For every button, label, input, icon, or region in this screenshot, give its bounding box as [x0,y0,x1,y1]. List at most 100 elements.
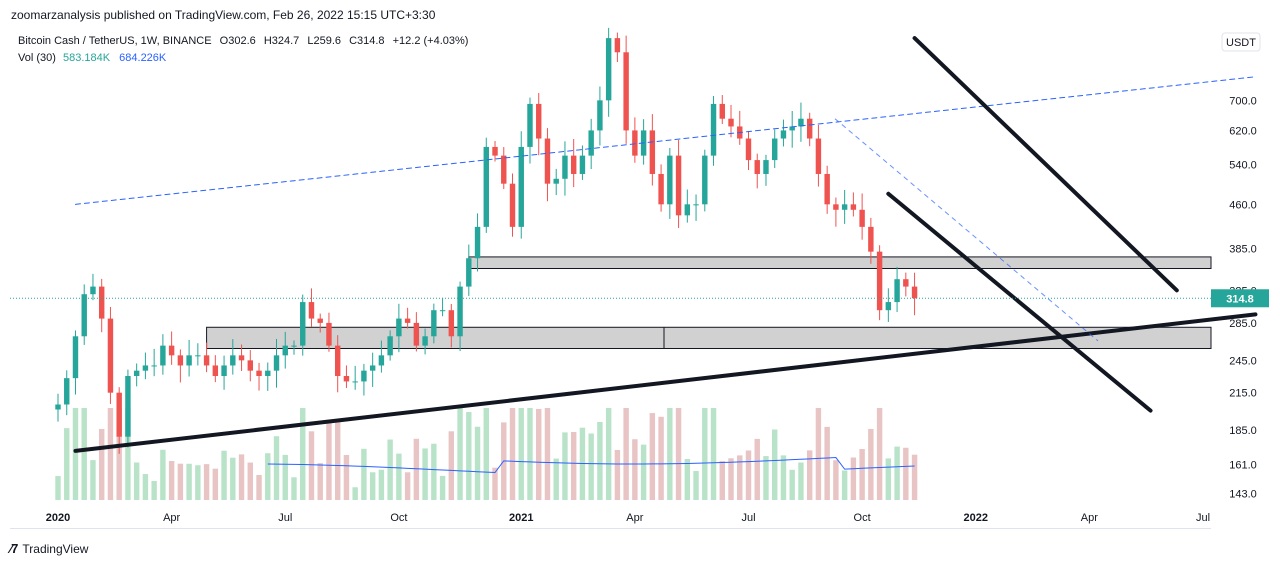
candle-body[interactable] [492,146,498,156]
candle-body[interactable] [107,318,114,393]
candle-body[interactable] [361,370,367,382]
symbol-title[interactable]: Bitcoin Cash / TetherUS, 1W, BINANCE [18,35,212,47]
candle-body[interactable] [763,160,769,174]
candle-body[interactable] [413,322,420,346]
candle-body[interactable] [553,178,559,184]
trendline[interactable] [886,191,1153,413]
candle-body[interactable] [238,355,245,361]
candle-body[interactable] [570,155,577,174]
projection-line[interactable] [834,118,1099,342]
candle-body[interactable] [693,204,699,206]
candle-body[interactable] [326,322,332,346]
candle-body[interactable] [702,155,708,205]
volume-label[interactable]: Vol (30) [18,52,56,64]
candle-body[interactable] [544,138,551,184]
support-resistance-zone[interactable] [468,256,1212,270]
candle-body[interactable] [588,130,594,156]
candle-body[interactable] [396,318,402,337]
candle-body[interactable] [597,100,603,131]
trendline[interactable] [912,36,1179,293]
candle-body[interactable] [501,155,507,184]
candle-body[interactable] [815,138,822,174]
candle-body[interactable] [230,355,236,366]
candle-body[interactable] [256,370,262,376]
candle-body[interactable] [684,204,691,216]
candle-body[interactable] [291,345,297,347]
candle-body[interactable] [125,375,131,437]
candle-body[interactable] [806,118,813,139]
candle-body[interactable] [780,130,787,139]
candle-body[interactable] [536,103,542,139]
dashed-trendline[interactable] [74,76,1256,205]
tradingview-footer[interactable]: ⁄7 TradingView [10,541,88,556]
candle-body[interactable] [273,355,280,371]
candle-body[interactable] [457,286,463,337]
candle-body[interactable] [833,204,839,210]
candle-body[interactable] [378,355,385,366]
candle-body[interactable] [282,345,288,356]
candle-body[interactable] [745,138,752,161]
candle-body[interactable] [850,204,857,210]
candle-body[interactable] [675,155,682,216]
candle-body[interactable] [466,258,472,287]
candle-body[interactable] [308,302,315,319]
candle-body[interactable] [300,302,306,346]
candle-body[interactable] [317,318,323,323]
candle-body[interactable] [160,345,166,366]
candle-body[interactable] [483,146,489,227]
candle-body[interactable] [868,226,874,252]
candle-body[interactable] [667,155,673,205]
candle-body[interactable] [387,336,393,356]
candle-body[interactable] [221,365,227,376]
candle-body[interactable] [894,279,900,303]
candle-body[interactable] [903,279,909,287]
candle-body[interactable] [841,204,848,210]
candle-body[interactable] [789,126,795,131]
candle-body[interactable] [265,370,271,376]
candle-body[interactable] [824,173,830,205]
candle-body[interactable] [422,336,428,346]
candle-body[interactable] [90,286,96,295]
candle-body[interactable] [719,103,725,119]
candle-body[interactable] [195,355,201,357]
candle-body[interactable] [728,118,734,127]
candle-body[interactable] [369,365,376,371]
candle-body[interactable] [203,355,210,366]
candle-body[interactable] [509,183,516,227]
candle-body[interactable] [81,294,87,337]
candle-body[interactable] [649,130,656,174]
candle-body[interactable] [885,302,892,311]
candle-body[interactable] [562,155,568,179]
candle-body[interactable] [632,130,638,156]
candle-body[interactable] [72,336,79,379]
candle-body[interactable] [142,365,149,371]
candle-body[interactable] [859,209,865,227]
candle-body[interactable] [911,286,918,299]
candle-body[interactable] [614,38,621,53]
candle-body[interactable] [448,310,455,337]
candle-body[interactable] [710,103,717,156]
candle-body[interactable] [168,345,175,356]
candle-body[interactable] [876,251,883,311]
candle-body[interactable] [98,286,105,319]
currency-badge[interactable] [1221,32,1261,52]
candle-body[interactable] [439,310,446,312]
candle-body[interactable] [343,375,350,382]
candle-body[interactable] [404,318,411,323]
candle-body[interactable] [798,118,804,127]
candle-body[interactable] [55,404,61,410]
candle-body[interactable] [151,365,157,367]
candle-body[interactable] [474,226,481,259]
candle-body[interactable] [579,155,586,174]
candle-body[interactable] [352,381,358,383]
candle-body[interactable] [334,345,341,376]
candle-body[interactable] [754,160,760,174]
candle-body[interactable] [64,378,70,405]
candle-body[interactable] [116,392,122,437]
candle-body[interactable] [623,52,629,131]
candle-body[interactable] [133,370,140,376]
candle-body[interactable] [177,355,184,366]
candle-body[interactable] [186,355,192,366]
candle-body[interactable] [431,310,437,337]
